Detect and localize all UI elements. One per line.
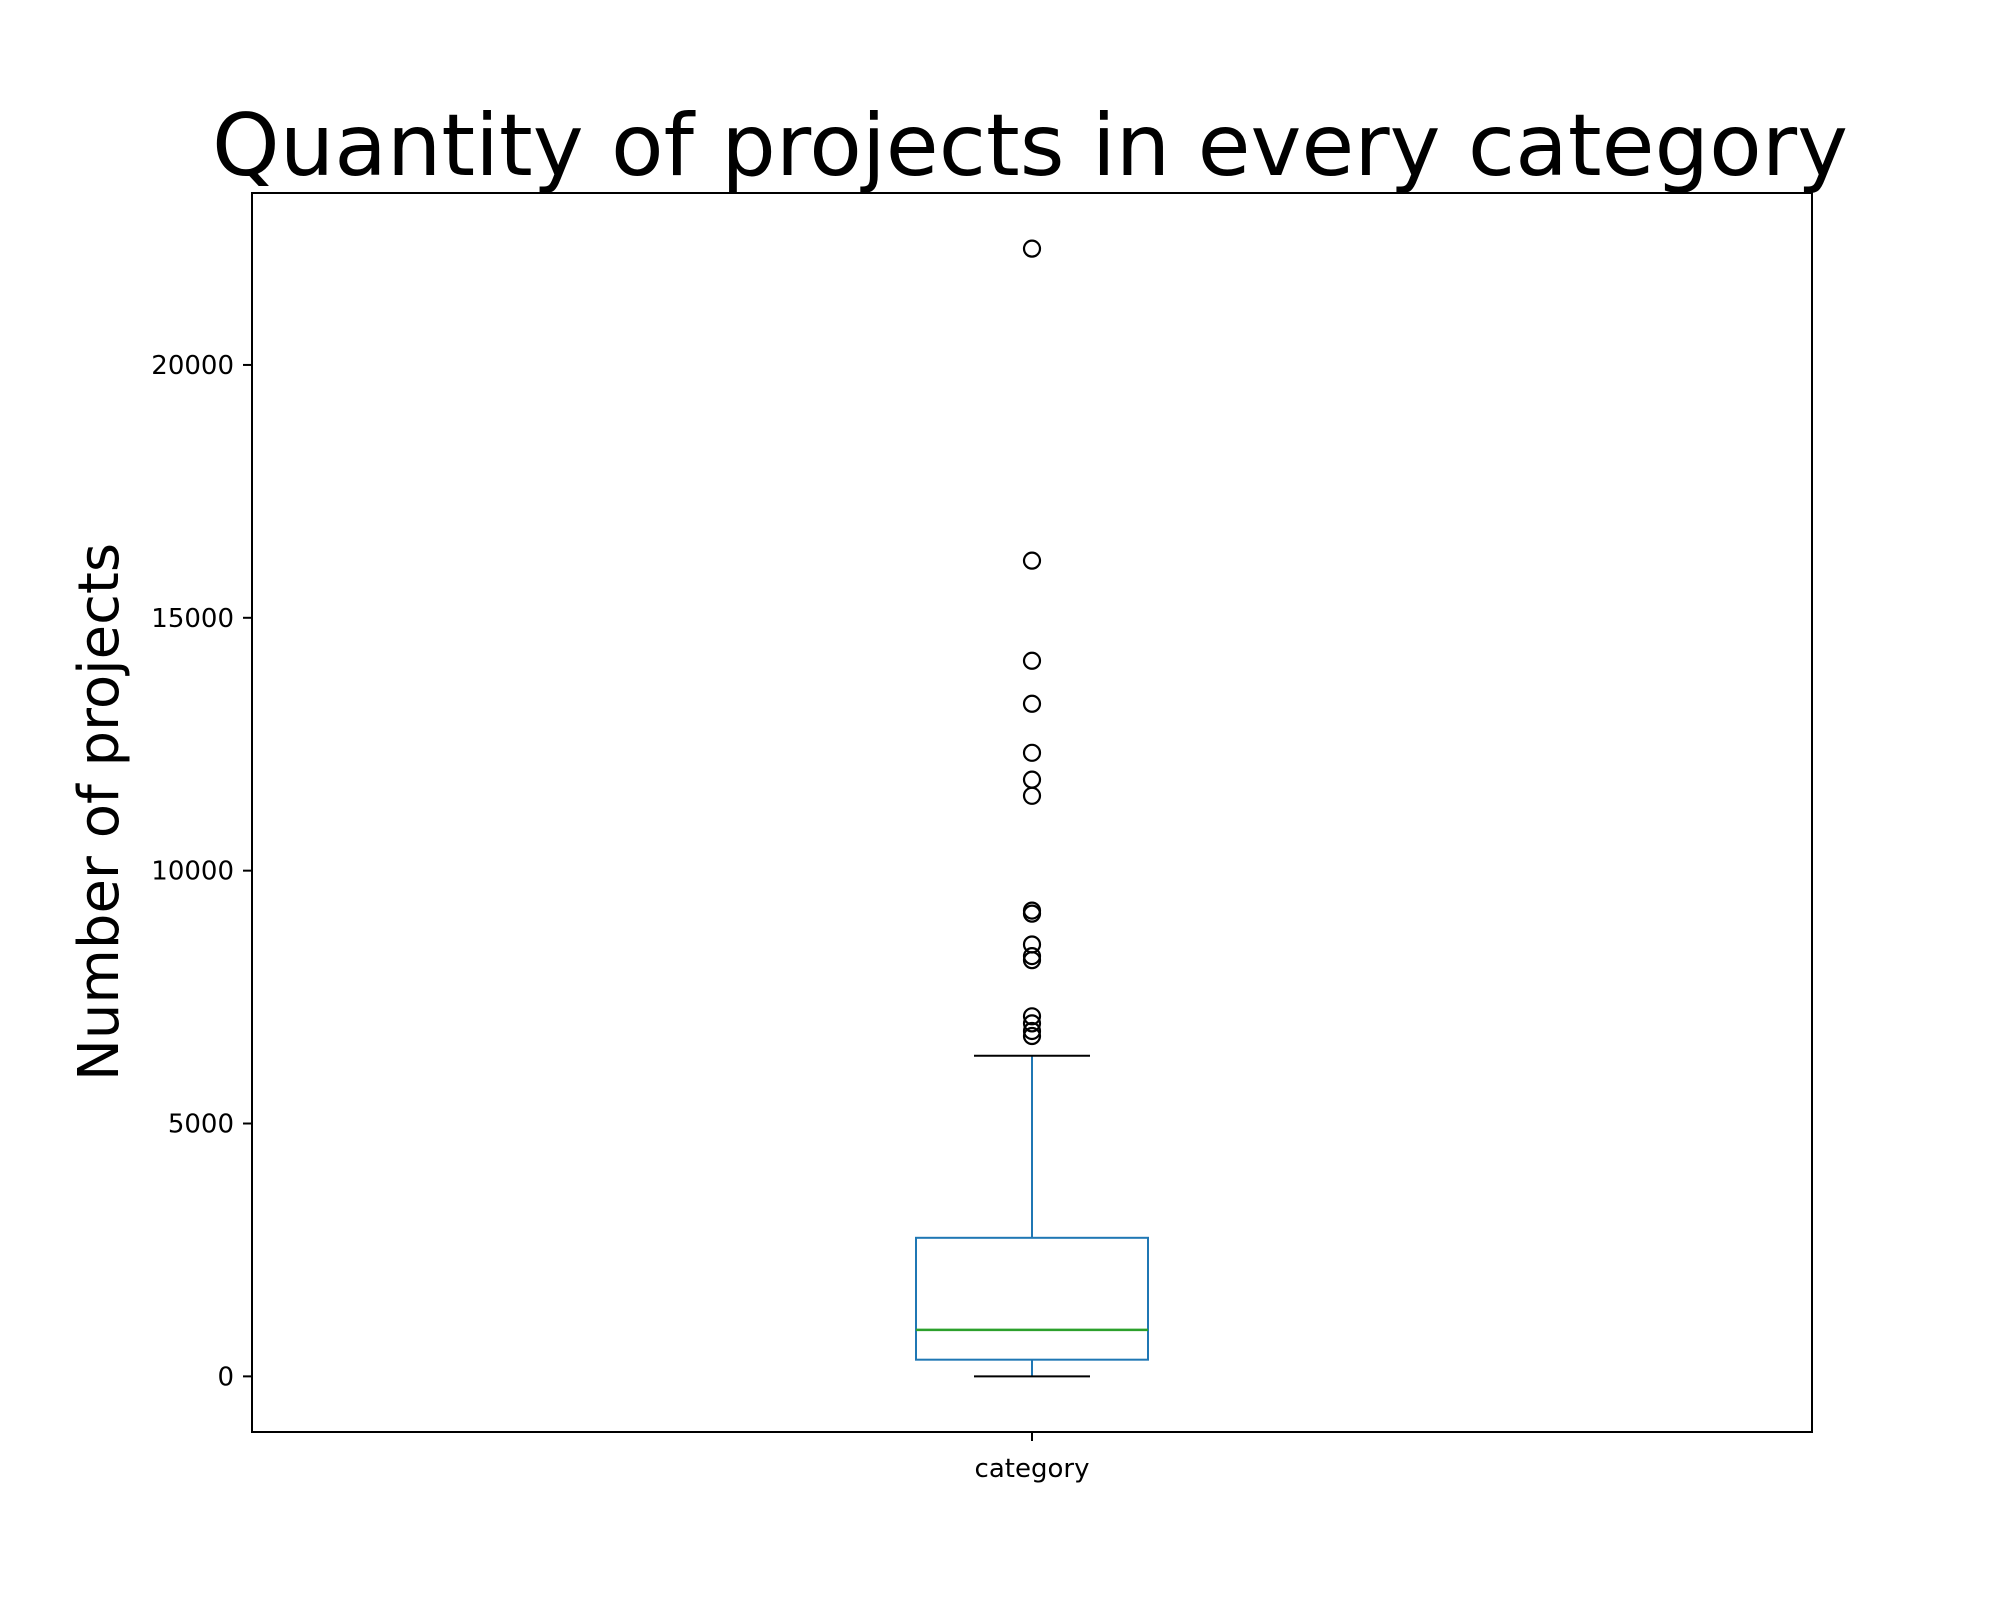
outlier-point [1022,951,1042,970]
y-tick-label: 0 [217,1362,234,1392]
x-tick-label: category [975,1454,1090,1484]
y-axis-ticks: 0 5000 10000 15000 20000 [151,351,252,1392]
outlier-point [1022,1026,1042,1046]
outlier-point [1022,651,1042,670]
x-axis-ticks: category [975,1432,1090,1484]
outlier-point [1022,1014,1042,1033]
iqr-box [915,1236,1149,1361]
y-tick-label: 15000 [151,604,234,634]
outlier-point [1022,770,1042,789]
y-tick-label: 5000 [168,1110,234,1140]
outlier-point [1022,239,1042,258]
outlier-point [1022,694,1042,713]
outlier-point [1022,743,1042,762]
outlier-point [1022,1007,1042,1026]
outlier-point [1022,904,1042,923]
y-tick-label: 10000 [151,857,234,887]
y-axis-label: Number of projects [67,543,132,1081]
plot-area-frame [251,192,1813,1433]
box-group [915,239,1149,1378]
y-tick-label: 20000 [151,351,234,381]
chart-title: Quantity of projects in every category [212,96,1848,196]
outlier-point [1022,786,1042,805]
outlier-point [1022,1021,1042,1041]
outlier-point [1022,551,1042,570]
